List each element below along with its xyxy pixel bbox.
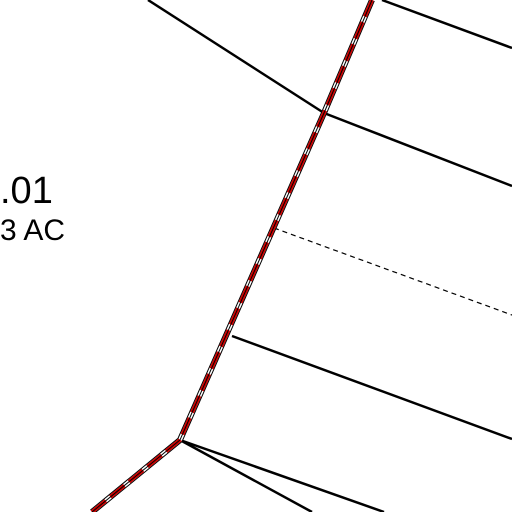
parcel-number: .01 [0,170,53,212]
parcel-lines [147,0,512,512]
easement-line [273,227,512,316]
parcel-area: 3 AC [0,214,65,247]
parcel-line [179,438,385,512]
parcel-line [179,438,313,512]
parcel-line [323,111,512,188]
parcel-line [381,0,512,50]
boundary-center [91,0,373,512]
parcel-line [231,334,512,441]
parcel-line [147,0,325,115]
